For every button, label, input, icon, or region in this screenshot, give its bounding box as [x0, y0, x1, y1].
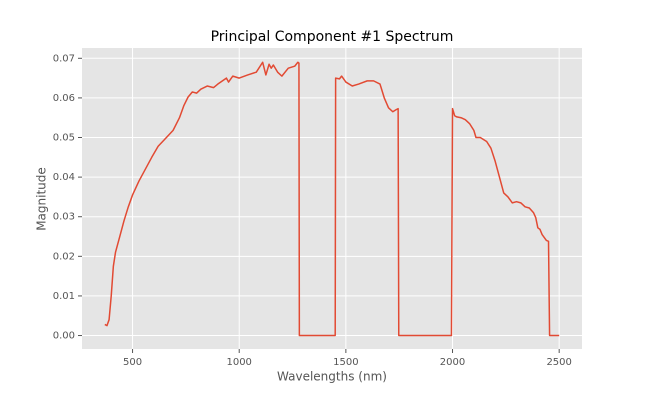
x-tick-label: 2500: [546, 357, 571, 368]
x-tick-label: 2000: [440, 357, 465, 368]
x-tick-label: 1500: [333, 357, 358, 368]
y-tick-label: 0.03: [53, 212, 75, 223]
x-tick-label: 500: [123, 357, 142, 368]
y-axis-label: Magnitude: [35, 167, 49, 231]
x-tick-label: 1000: [226, 357, 251, 368]
y-tick-label: 0.01: [53, 291, 75, 302]
y-tick-label: 0.00: [53, 331, 75, 342]
y-tick-label: 0.04: [53, 172, 75, 183]
chart-title: Principal Component #1 Spectrum: [211, 29, 454, 45]
x-axis-label: Wavelengths (nm): [277, 370, 387, 384]
y-tick-label: 0.06: [53, 93, 75, 104]
y-tick-label: 0.05: [53, 133, 75, 144]
data-line: [104, 61, 560, 337]
plot-area: [82, 48, 582, 349]
y-tick-label: 0.07: [53, 53, 75, 64]
y-tick-label: 0.02: [53, 251, 75, 262]
